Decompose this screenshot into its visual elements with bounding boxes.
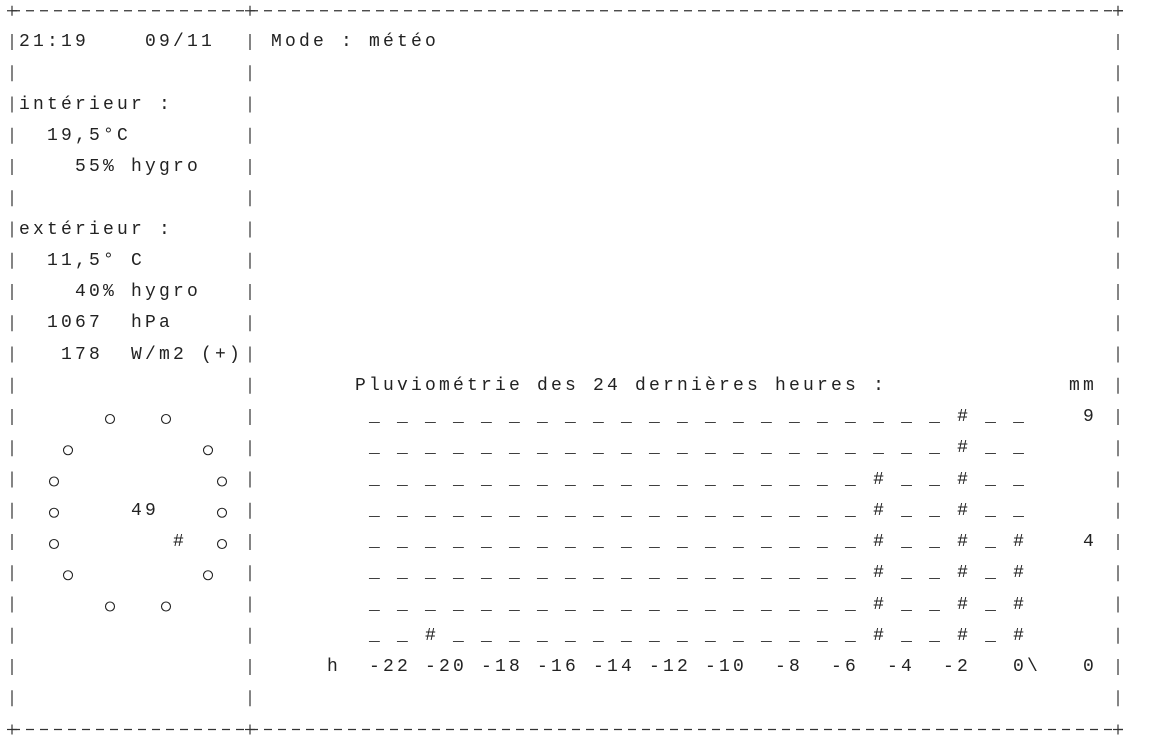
compass-dot <box>202 445 214 456</box>
rain-title: Pluviométrie des 24 dernières heures : <box>355 375 888 396</box>
rain-row: _ _ _ _ _ _ _ _ _ _ _ _ _ _ _ _ _ _ _ _ … <box>369 438 1028 459</box>
x-label: -4 <box>887 657 916 677</box>
exterior-temperature: 11,5° C <box>47 250 146 271</box>
compass-dot <box>216 507 228 518</box>
interior-humidity: 55% hygro <box>75 157 202 177</box>
rain-unit: mm <box>1069 375 1098 396</box>
compass-dot <box>62 445 74 456</box>
x-label: -10 <box>705 657 748 677</box>
time: 21:19 <box>19 32 90 52</box>
compass-dot <box>202 570 214 581</box>
exterior-label: extérieur : <box>19 219 174 240</box>
interior-label: intérieur : <box>19 94 174 115</box>
interior-temperature: 19,5°C <box>47 125 132 146</box>
y-label: 0 <box>1083 657 1098 677</box>
x-axis-label: h <box>327 657 342 677</box>
compass-dot <box>48 538 60 550</box>
compass-dot <box>48 476 60 487</box>
x-label: -12 <box>649 657 692 677</box>
compass-dot <box>62 570 74 581</box>
x-label: -20 <box>425 657 468 677</box>
rain-row: _ _ _ _ _ _ _ _ _ _ _ _ _ _ _ _ _ _ # _ … <box>369 594 1028 615</box>
mode: Mode : météo <box>271 32 440 52</box>
rain-row: _ _ _ _ _ _ _ _ _ _ _ _ _ _ _ _ _ _ _ _ … <box>369 407 1028 427</box>
compass-dot <box>104 601 116 612</box>
rain-row: _ _ _ _ _ _ _ _ _ _ _ _ _ _ _ _ _ _ # _ … <box>369 469 1028 490</box>
x-label: -6 <box>831 657 860 677</box>
compass-dot <box>216 476 228 487</box>
date: 09/11 <box>145 32 216 52</box>
compass-dot <box>216 538 228 550</box>
x-label: -14 <box>593 657 636 677</box>
y-label: 9 <box>1083 407 1098 427</box>
rain-row: _ _ _ _ _ _ _ _ _ _ _ _ _ _ _ _ _ _ # _ … <box>369 532 1028 552</box>
rain-row: _ _ _ _ _ _ _ _ _ _ _ _ _ _ _ _ _ _ # _ … <box>369 563 1028 584</box>
x-label: -22 <box>369 657 412 677</box>
compass-dot <box>160 413 172 425</box>
wind-speed: 49 <box>131 500 160 521</box>
x-label: -18 <box>481 657 524 677</box>
y-label: 4 <box>1083 532 1098 552</box>
x-label: -16 <box>537 657 580 677</box>
compass-dot <box>48 507 60 518</box>
exterior-pressure: 1067 hPa <box>47 313 174 334</box>
compass-dot <box>104 413 116 425</box>
wind-direction: # <box>173 532 188 552</box>
exterior-humidity: 40% hygro <box>75 282 202 302</box>
x-label: -8 <box>775 657 804 677</box>
compass-dot <box>160 601 172 612</box>
exterior-radiation: 178 W/m2 (+) <box>61 344 244 365</box>
rain-row: _ _ # _ _ _ _ _ _ _ _ _ _ _ _ _ _ _ # _ … <box>369 625 1028 646</box>
x-label: 0\ <box>1013 657 1042 677</box>
rain-row: _ _ _ _ _ _ _ _ _ _ _ _ _ _ _ _ _ _ # _ … <box>369 500 1028 521</box>
x-label: -2 <box>943 657 972 677</box>
